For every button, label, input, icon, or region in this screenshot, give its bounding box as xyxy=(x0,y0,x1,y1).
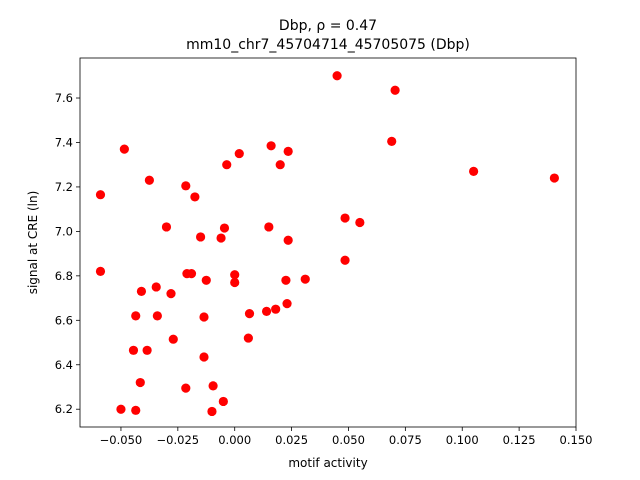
data-point xyxy=(216,233,226,243)
x-tick-label: 0.100 xyxy=(446,433,479,447)
data-point xyxy=(166,289,176,299)
x-tick-label: 0.000 xyxy=(218,433,251,447)
data-point xyxy=(549,173,559,183)
y-tick-label: 6.8 xyxy=(55,269,73,283)
data-point xyxy=(469,166,479,176)
x-axis-ticks: −0.050 −0.025 0.000 0.025 0.050 0.075 0.100 0.1… xyxy=(100,427,593,447)
data-point xyxy=(131,405,141,415)
data-point xyxy=(230,277,240,288)
data-point xyxy=(300,274,310,284)
y-tick-label: 7.0 xyxy=(55,224,73,238)
data-point xyxy=(181,181,191,191)
data-point xyxy=(355,217,365,228)
data-point xyxy=(281,275,291,285)
chart-title: Dbp, ρ = 0.47 xyxy=(279,18,377,34)
y-tick-label: 6.4 xyxy=(55,358,73,372)
data-point xyxy=(95,190,106,200)
data-point xyxy=(275,160,285,170)
data-point xyxy=(208,381,218,391)
x-tick-label: −0.025 xyxy=(157,433,200,447)
data-point xyxy=(195,232,206,242)
x-tick-label: 0.075 xyxy=(389,433,422,447)
data-point xyxy=(219,223,230,233)
data-point xyxy=(119,144,129,154)
x-axis-label: motif activity xyxy=(288,456,367,470)
data-point xyxy=(128,345,139,355)
data-point xyxy=(116,404,126,414)
data-point xyxy=(230,270,240,280)
plot-area-frame xyxy=(79,57,577,428)
data-point xyxy=(340,213,350,223)
x-tick-label: 0.050 xyxy=(332,433,365,447)
y-tick-label: 7.4 xyxy=(55,135,73,149)
data-point xyxy=(190,192,200,202)
data-point xyxy=(144,175,154,185)
data-point xyxy=(283,146,293,156)
data-point xyxy=(234,148,244,159)
y-tick-label: 7.6 xyxy=(55,91,73,105)
data-point xyxy=(387,136,397,146)
data-point xyxy=(199,352,209,362)
data-point xyxy=(283,235,293,245)
data-point xyxy=(201,275,211,285)
data-point xyxy=(266,141,276,151)
chart-subtitle: mm10_chr7_45704714_45705075 (Dbp) xyxy=(186,37,470,53)
data-point xyxy=(264,222,274,232)
data-point xyxy=(282,299,292,309)
data-point xyxy=(218,396,228,407)
data-point xyxy=(390,85,400,95)
x-tick-label: −0.050 xyxy=(100,433,143,447)
data-point xyxy=(207,406,217,417)
y-tick-label: 7.2 xyxy=(55,180,73,194)
x-tick-label: 0.125 xyxy=(503,433,536,447)
data-point xyxy=(168,334,178,344)
x-tick-label: 0.150 xyxy=(560,433,593,447)
data-point xyxy=(222,160,232,170)
x-tick-label: 0.025 xyxy=(275,433,308,447)
data-point xyxy=(244,309,255,319)
y-axis-ticks: 6.2 6.4 6.6 6.8 7.0 7.2 7.4 7.6 xyxy=(55,91,80,416)
data-point xyxy=(271,304,281,314)
data-point xyxy=(151,282,161,292)
data-point xyxy=(243,333,253,343)
data-point xyxy=(152,311,162,321)
data-point xyxy=(131,311,141,321)
data-point xyxy=(261,306,272,317)
data-point xyxy=(95,266,106,276)
data-point xyxy=(332,71,342,81)
data-point xyxy=(135,377,145,388)
y-tick-label: 6.2 xyxy=(55,402,73,416)
data-points xyxy=(95,71,559,417)
data-point xyxy=(161,222,172,232)
data-point xyxy=(340,255,350,265)
data-point xyxy=(199,312,209,322)
data-point xyxy=(186,269,197,279)
data-point xyxy=(136,286,147,296)
y-axis-label: signal at CRE (ln) xyxy=(26,191,40,295)
y-tick-label: 6.6 xyxy=(55,313,73,327)
data-point xyxy=(142,345,152,355)
data-point xyxy=(181,383,191,393)
